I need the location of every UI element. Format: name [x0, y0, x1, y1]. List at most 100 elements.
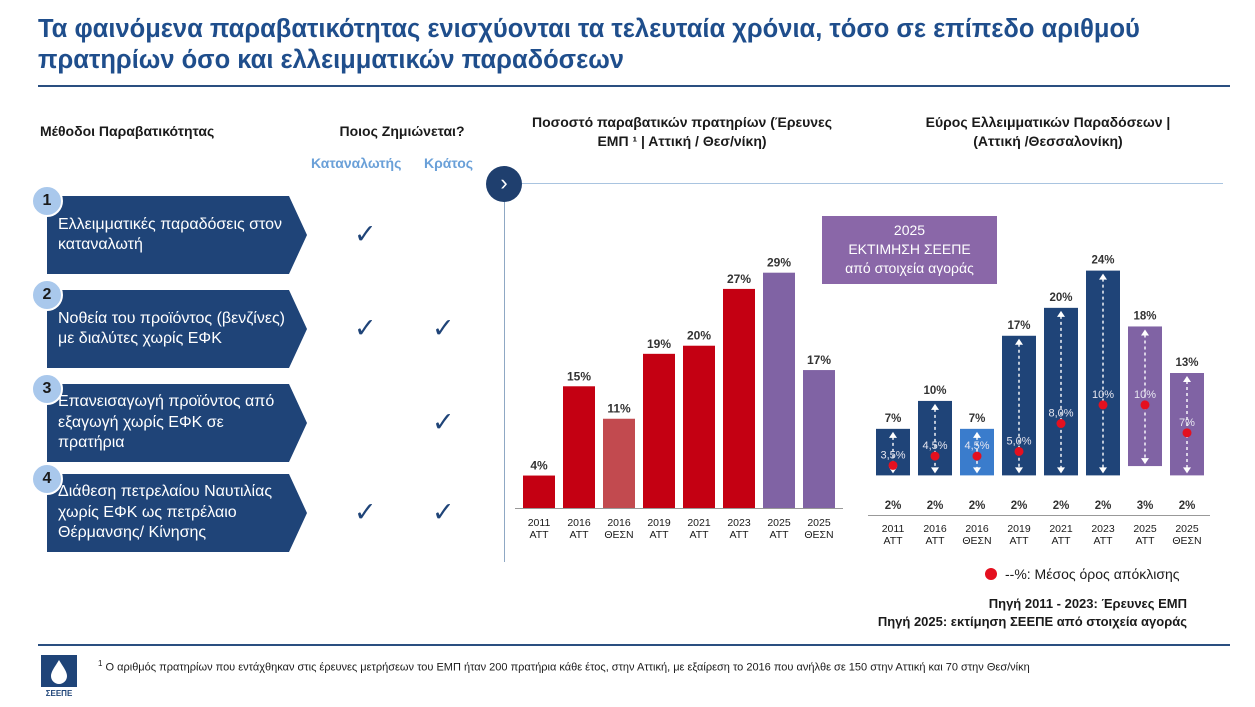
high-value-label: 13%	[1175, 357, 1198, 369]
method-label: Επανεισαγωγή προϊόντος από εξαγωγή χωρίς…	[58, 393, 275, 452]
bar-value-label: 4%	[530, 459, 548, 473]
method-4: Διάθεση πετρελαίου Ναυτιλίας χωρίς ΕΦΚ ω…	[47, 474, 307, 552]
mean-dot	[1182, 428, 1192, 438]
chart2-title: Εύρος Ελλειμματικών Παραδόσεων | (Αττική…	[925, 114, 1171, 149]
methods-header: Μέθοδοι Παραβατικότητας	[40, 123, 215, 139]
mean-value-label: 5,0%	[1006, 435, 1031, 447]
method-number-badge: 1	[31, 185, 63, 217]
title-divider	[38, 85, 1230, 87]
mean-value-label: 3,5%	[880, 449, 905, 461]
x-tick-label: ΑΤΤ	[729, 529, 749, 541]
method-number-badge: 3	[31, 373, 63, 405]
source-2: Πηγή 2025: εκτίμηση ΣΕΕΠΕ από στοιχεία α…	[877, 614, 1187, 629]
legend-label: --%: Μέσος όρος απόκλισης	[1005, 566, 1180, 582]
x-tick-label: 2025	[767, 517, 791, 529]
mean-value-label: 8,0%	[1048, 408, 1073, 420]
x-tick-label: ΑΤΤ	[569, 529, 589, 541]
x-tick-label: 2011	[882, 523, 905, 535]
bar-value-label: 29%	[767, 256, 791, 270]
x-tick-label: ΑΤΤ	[769, 529, 789, 541]
consumer-check-icon: ✓	[354, 497, 377, 528]
x-tick-label: 2023	[1091, 523, 1115, 535]
who-header: Ποιος Ζημιώνεται?	[339, 123, 465, 139]
low-value-label: 2%	[927, 500, 944, 512]
logo-text: ΣΕΕΠΕ	[46, 689, 73, 698]
bar	[803, 370, 835, 508]
range-arrow-up-icon	[889, 431, 897, 438]
low-value-label: 3%	[1137, 500, 1154, 512]
chart-shortfall-range: 7%2%3,5%2011ΑΤΤ10%2%4,5%2016ΑΤΤ7%2%4,5%2…	[868, 255, 1210, 547]
x-tick-label: ΑΤΤ	[1093, 535, 1113, 547]
mean-value-label: 4,5%	[964, 440, 989, 452]
range-arrow-up-icon	[973, 431, 981, 438]
high-value-label: 17%	[1007, 320, 1030, 332]
mean-value-label: 7%	[1179, 417, 1195, 429]
callout-title: ΕΚΤΙΜΗΣΗ ΣΕΕΠΕ	[848, 241, 971, 257]
x-tick-label: 2025	[1133, 523, 1157, 535]
x-tick-label: ΘΕΣΝ	[604, 529, 633, 541]
method-label: Νοθεία του προϊόντος (βενζίνες) με διαλύ…	[58, 309, 286, 348]
bar	[763, 272, 795, 508]
x-tick-label: 2019	[647, 517, 671, 529]
mean-dot-icon	[985, 568, 997, 580]
bar	[723, 288, 755, 508]
legend: --%: Μέσος όρος απόκλισης	[985, 566, 1180, 582]
method-2: Νοθεία του προϊόντος (βενζίνες) με διαλύ…	[47, 290, 307, 368]
bar-value-label: 15%	[567, 369, 591, 383]
chevron-right-icon: ›	[486, 166, 522, 202]
state-check-icon: ✓	[432, 313, 455, 344]
bar-value-label: 19%	[647, 337, 671, 351]
method-label: Διάθεση πετρελαίου Ναυτιλίας χωρίς ΕΦΚ ω…	[58, 483, 273, 542]
x-tick-label: ΘΕΣΝ	[804, 529, 833, 541]
mean-dot	[1098, 400, 1108, 410]
high-value-label: 7%	[969, 413, 986, 425]
mean-dot	[972, 451, 982, 461]
method-number-badge: 4	[31, 463, 63, 495]
range-arrow-down-icon	[973, 467, 981, 474]
high-value-label: 24%	[1091, 255, 1114, 267]
range-arrow-up-icon	[931, 403, 939, 410]
x-tick-label: 2025	[807, 517, 831, 529]
range-arrow-up-icon	[1015, 338, 1023, 345]
callout-subtitle: από στοιχεία αγοράς	[845, 260, 974, 276]
mean-dot	[1056, 419, 1066, 429]
x-tick-label: ΑΤΤ	[925, 535, 945, 547]
footnote-text: Ο αριθμός πρατηρίων που εντάχθηκαν στις …	[105, 661, 1030, 674]
estimate-callout: 2025 ΕΚΤΙΜΗΣΗ ΣΕΕΠΕ από στοιχεία αγοράς	[822, 216, 997, 284]
chart-noncompliant-stations: 4%2011ΑΤΤ15%2016ΑΤΤ11%2016ΘΕΣΝ19%2019ΑΤΤ…	[515, 256, 843, 541]
x-tick-label: 2016	[923, 523, 947, 535]
x-tick-label: 2025	[1175, 523, 1199, 535]
range-bar	[1086, 270, 1120, 476]
range-arrow-down-icon	[1141, 458, 1149, 465]
bar-value-label: 11%	[607, 402, 631, 416]
bar	[683, 345, 715, 508]
x-tick-label: ΑΤΤ	[1135, 535, 1155, 547]
high-value-label: 10%	[923, 385, 946, 397]
x-tick-label: ΑΤΤ	[529, 529, 549, 541]
method-1: Ελλειμματικές παραδόσεις στον καταναλωτή	[47, 196, 307, 274]
state-check-icon: ✓	[432, 407, 455, 438]
x-tick-label: ΑΤΤ	[1051, 535, 1071, 547]
mean-value-label: 4,5%	[922, 440, 947, 452]
range-arrow-down-icon	[1015, 467, 1023, 474]
x-tick-label: ΑΤΤ	[649, 529, 669, 541]
x-tick-label: ΘΕΣΝ	[1172, 535, 1201, 547]
low-value-label: 2%	[885, 500, 902, 512]
mean-dot	[1014, 446, 1024, 456]
seepe-logo: ΣΕΕΠΕ	[41, 655, 77, 698]
bar	[603, 418, 635, 508]
x-tick-label: ΑΤΤ	[689, 529, 709, 541]
range-arrow-up-icon	[1057, 310, 1065, 317]
mean-value-label: 10%	[1092, 389, 1114, 401]
low-value-label: 2%	[1053, 500, 1070, 512]
low-value-label: 2%	[1095, 500, 1112, 512]
range-arrow-up-icon	[1183, 376, 1191, 382]
x-tick-label: 2021	[687, 517, 711, 529]
range-arrow-down-icon	[1183, 467, 1191, 474]
bar	[563, 386, 595, 508]
range-arrow-down-icon	[1099, 467, 1107, 474]
chart1-title: Ποσοστό παραβατικών πρατηρίων (Έρευνες Ε…	[531, 114, 832, 149]
x-tick-label: 2016	[965, 523, 989, 535]
consumer-check-icon: ✓	[354, 219, 377, 250]
range-arrow-up-icon	[1141, 329, 1149, 336]
